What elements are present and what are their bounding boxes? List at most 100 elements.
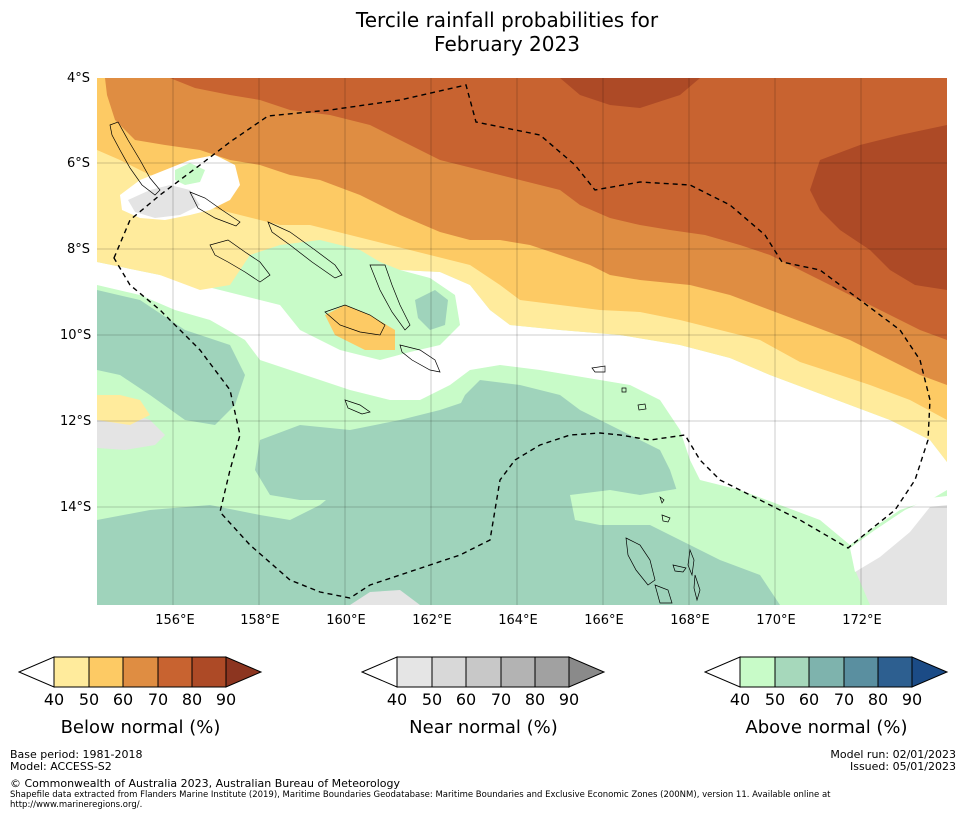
lon-label-172e: 172°E — [842, 613, 882, 628]
field-near-normal-grey-east — [855, 500, 947, 605]
probability-fields — [97, 78, 947, 605]
island-vanikoro — [637, 403, 647, 411]
colorbar-near-normal-swatches — [361, 656, 606, 688]
title-line-1: Tercile rainfall probabilities for — [355, 8, 659, 32]
cb-above-tick: 40 — [729, 690, 751, 709]
lon-label-160e: 160°E — [326, 613, 366, 628]
field-near-normal-grey-north — [128, 185, 200, 218]
cb-above-tick: 60 — [798, 690, 820, 709]
cb-below-bin-3 — [122, 656, 159, 688]
field-above-normal-50-island — [415, 290, 448, 330]
coastlines — [109, 121, 701, 604]
cb-above-bin-4 — [843, 656, 879, 688]
field-near-normal-band — [97, 262, 947, 545]
cb-near-bin-5 — [534, 656, 570, 688]
cb-below-bin-2 — [88, 656, 124, 688]
island-banks — [661, 514, 671, 523]
title-line-2: February 2023 — [434, 32, 580, 56]
lon-label-156e: 156°E — [155, 613, 195, 628]
cb-above-bin-1 — [739, 656, 776, 688]
island-pentecost — [693, 574, 701, 602]
cb-below-tick: 40 — [43, 690, 65, 709]
eez-boundary — [113, 84, 931, 599]
lat-label-8s: 8°S — [66, 242, 90, 257]
cb-above-tick: 90 — [901, 690, 923, 709]
cb-below-tick: 70 — [147, 690, 169, 709]
island-santa-cruz — [591, 365, 606, 373]
cb-below-bin-5 — [191, 656, 227, 688]
colorbar-below-normal-swatches — [18, 656, 263, 688]
cb-below-tick: 50 — [78, 690, 100, 709]
colorbar-above-label: Above normal (%) — [745, 717, 908, 738]
lon-label-158e: 158°E — [240, 613, 280, 628]
field-above-normal-50-west — [97, 290, 245, 425]
field-near-normal-white-east — [850, 496, 947, 572]
island-makira — [399, 344, 441, 373]
colorbar-near-normal — [361, 656, 606, 688]
field-below-normal-70 — [170, 78, 947, 340]
cb-near-arrow-high — [568, 656, 606, 688]
cb-below-bin-1 — [53, 656, 90, 688]
field-near-normal-grey-south — [350, 590, 420, 605]
shapefile-note: Shapefile data extracted from Flanders M… — [10, 790, 831, 810]
lat-label-6s: 6°S — [66, 156, 90, 171]
footer-left: Base period: 1981-2018 Model: ACCESS-S2 — [10, 749, 142, 773]
cb-near-tick: 90 — [558, 690, 580, 709]
field-above-normal-50-central — [255, 400, 580, 500]
graticule — [97, 78, 947, 605]
cb-near-tick: 40 — [386, 690, 408, 709]
island-bougainville — [109, 121, 161, 196]
cb-above-tick: 50 — [764, 690, 786, 709]
lon-label-166e: 166°E — [584, 613, 624, 628]
colorbar-above-normal-swatches — [704, 656, 949, 688]
island-aoba — [672, 564, 687, 573]
lat-label-14s: 14°S — [60, 500, 92, 515]
cb-above-tick: 70 — [833, 690, 855, 709]
colorbar-below-normal — [18, 656, 263, 688]
cb-below-tick: 90 — [215, 690, 237, 709]
island-rennell — [344, 399, 371, 415]
lon-label-168e: 168°E — [670, 613, 710, 628]
issued-date: Issued: 05/01/2023 — [849, 760, 956, 773]
lat-label-4s: 4°S — [66, 71, 90, 86]
base-period: Base period: 1981-2018 — [10, 748, 143, 761]
cb-above-arrow-high — [911, 656, 949, 688]
field-above-normal-40-south-east — [570, 485, 860, 605]
cb-near-bin-2 — [431, 656, 467, 688]
island-malaita — [369, 264, 411, 331]
cb-near-bin-4 — [500, 656, 536, 688]
cb-below-bin-4 — [157, 656, 193, 688]
cb-near-tick: 70 — [490, 690, 512, 709]
lon-label-162e: 162°E — [412, 613, 452, 628]
island-torres — [659, 496, 665, 504]
chart-title: Tercile rainfall probabilities for Febru… — [0, 8, 965, 56]
colorbar-near-label: Near normal (%) — [409, 717, 558, 738]
footer-right: Model run: 02/01/2023 Issued: 05/01/2023 — [830, 749, 956, 773]
island-santo — [625, 537, 656, 586]
cb-below-tick: 80 — [181, 690, 203, 709]
island-maewo — [687, 548, 695, 577]
cb-above-tick: 80 — [867, 690, 889, 709]
cb-near-tick: 80 — [524, 690, 546, 709]
cb-near-bin-3 — [465, 656, 502, 688]
cb-near-arrow-low — [361, 656, 398, 688]
field-below-normal-80 — [810, 125, 947, 290]
model-run: Model run: 02/01/2023 — [830, 748, 956, 761]
field-below-normal-50-patch — [325, 305, 395, 350]
cb-above-bin-3 — [808, 656, 845, 688]
field-below-normal-80-north — [560, 78, 700, 108]
field-above-normal-north — [175, 163, 205, 185]
cb-near-tick: 60 — [455, 690, 477, 709]
cb-below-arrow-low — [18, 656, 55, 688]
island-malakula — [654, 584, 673, 604]
model-name: Model: ACCESS-S2 — [10, 760, 112, 773]
lat-label-12s: 12°S — [60, 414, 92, 429]
island-new-georgia — [209, 239, 271, 283]
island-utupua — [621, 387, 627, 393]
island-guadalcanal — [324, 304, 386, 336]
lat-label-10s: 10°S — [60, 328, 92, 343]
island-choiseul — [189, 191, 241, 227]
copyright: © Commonwealth of Australia 2023, Austra… — [10, 777, 400, 790]
cb-above-bin-5 — [877, 656, 913, 688]
